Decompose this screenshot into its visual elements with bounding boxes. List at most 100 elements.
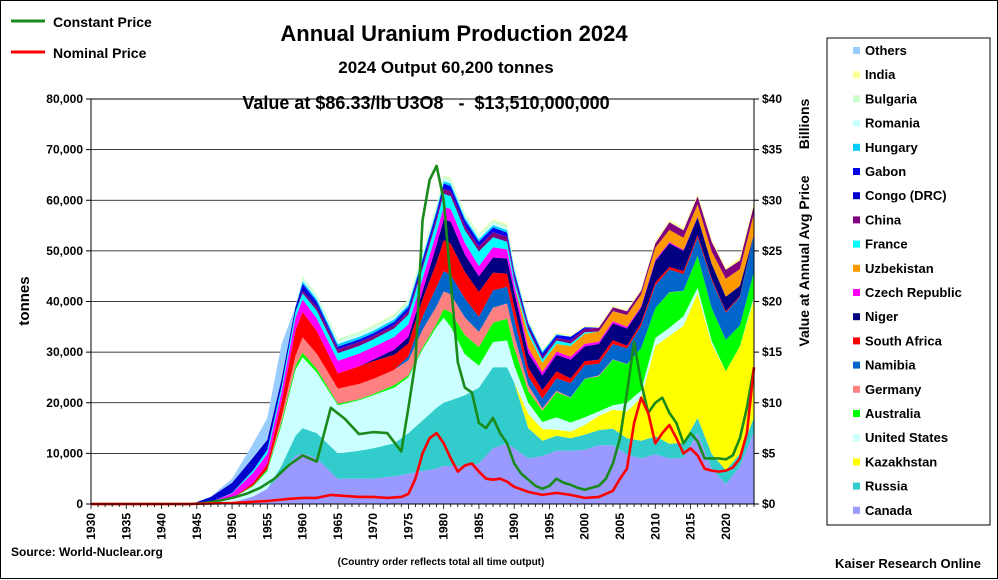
x-tick-label: 1955 (260, 513, 274, 540)
x-tick-label: 1975 (401, 513, 415, 540)
legend-label-india: India (865, 67, 896, 82)
legend-swatch-canada (853, 506, 860, 514)
legend-swatch-china (853, 216, 860, 224)
x-tick-label: 2005 (613, 513, 627, 540)
x-tick-label: 1985 (472, 513, 486, 540)
stacked-areas (196, 175, 755, 505)
area-france (196, 193, 755, 504)
y-tick-label-right: $25 (762, 244, 782, 258)
legend-label-france: France (865, 237, 908, 252)
legend-swatch-uzbekistan (853, 264, 860, 272)
x-tick-label: 1990 (507, 513, 521, 540)
y-tick-label-left: 20,000 (46, 396, 83, 410)
legend-swatch-gabon (853, 168, 860, 175)
legend-label-bulgaria: Bulgaria (865, 91, 918, 106)
x-tick-label: 1995 (542, 513, 556, 540)
x-tick-label: 1960 (296, 513, 310, 540)
legend-swatch-bulgaria (853, 95, 860, 103)
x-tick-label: 1945 (190, 513, 204, 540)
x-tick-label: 1965 (331, 513, 345, 540)
y-tick-label-left: 80,000 (46, 92, 83, 106)
chart-subtitle: 2024 Output 60,200 tonnes (338, 58, 553, 77)
y-tick-label-right: $15 (762, 345, 782, 359)
x-tick-label: 2015 (684, 513, 698, 540)
legend-label-south-africa: South Africa (865, 333, 943, 348)
y-tick-label-right: $35 (762, 143, 782, 157)
legend-label-china: China (865, 212, 902, 227)
legend-label-czech-republic: Czech Republic (865, 285, 962, 300)
legend-swatch-south-africa (853, 337, 860, 345)
x-tick-label: 2020 (719, 513, 733, 540)
y-axis-right-unit: Billions (796, 99, 812, 150)
legend-label-romania: Romania (865, 116, 921, 131)
legend-label-canada: Canada (865, 503, 913, 518)
value-line: Value at $86.33/lb U3O8 - $13,510,000,00… (242, 93, 609, 113)
y-tick-label-left: 30,000 (46, 345, 83, 359)
legend-label-niger: Niger (865, 309, 898, 324)
area-united-states (196, 287, 755, 504)
legend-label-others: Others (865, 43, 907, 58)
legend-label-namibia: Namibia (865, 358, 916, 373)
x-tick-label: 1935 (119, 513, 133, 540)
area-russia (196, 367, 755, 504)
area-australia (196, 255, 755, 504)
legend-swatch-india (853, 71, 860, 79)
legend-swatch-others (853, 47, 860, 54)
chart-title: Annual Uranium Production 2024 (280, 21, 628, 46)
y-tick-label-left: 50,000 (46, 244, 83, 258)
legend-nominal-price-label: Nominal Price (53, 45, 147, 61)
legend-label-germany: Germany (865, 382, 922, 397)
source-note: Source: World-Nuclear.org (11, 545, 163, 559)
legend-swatch-russia (853, 482, 860, 490)
price-lines (91, 164, 756, 506)
y-tick-label-right: $20 (762, 295, 782, 309)
legend-swatch-france (853, 240, 860, 248)
legend-label-hungary: Hungary (865, 140, 919, 155)
legend-swatch-australia (853, 410, 860, 417)
x-tick-label: 1980 (437, 513, 451, 540)
y-axis-left-label: tonnes (16, 276, 33, 325)
legend-swatch-hungary (853, 143, 860, 151)
y-tick-label-right: $30 (762, 193, 782, 207)
x-tick-label: 1940 (155, 513, 169, 540)
x-axis-ticks: 1930 1935 1940 1945 1950 1955 1960 1965 1970 1975… (84, 504, 755, 540)
x-tick-label: 1930 (84, 513, 98, 540)
y-tick-label-left: 10,000 (46, 446, 83, 460)
x-tick-label: 1970 (366, 513, 380, 540)
y-axis-right-label: Value at Annual Avg Price (796, 175, 812, 346)
legend-label-uzbekistan: Uzbekistan (865, 261, 934, 276)
legend-swatch-namibia (853, 361, 860, 369)
legend-swatch-germany (853, 385, 860, 393)
y-axis-left-ticks: 0 10,000 20,000 30,000 40,000 50,000 60,000 70,… (46, 92, 91, 511)
x-tick-label: 1950 (225, 513, 239, 540)
legend-label-kazakhstan: Kazakhstan (865, 454, 937, 469)
y-tick-label-right: $40 (762, 92, 782, 106)
x-tick-label: 2000 (578, 513, 592, 540)
y-tick-label-left: 40,000 (46, 295, 83, 309)
country-legend: Others India Bulgaria Romania Hungary Gabon Co… (853, 43, 962, 518)
legend-swatch-niger (853, 313, 860, 321)
area-czech-republic (196, 206, 755, 505)
legend-swatch-united-states (853, 434, 860, 442)
y-tick-label-right: $10 (762, 396, 782, 410)
legend-swatch-romania (853, 119, 860, 127)
credit-note: Kaiser Research Online (835, 556, 981, 571)
legend-label-gabon: Gabon (865, 164, 906, 179)
y-tick-label-right: $0 (762, 497, 776, 511)
legend-label-congo-drc: Congo (DRC) (865, 188, 947, 203)
nominal-price-line (91, 367, 756, 506)
legend-constant-price-label: Constant Price (53, 14, 152, 30)
footnote: (Country order reflects total all time o… (338, 557, 545, 568)
legend-box (826, 37, 991, 526)
y-tick-label-right: $5 (762, 446, 776, 460)
legend-label-united-states: United States (865, 430, 948, 445)
legend-swatch-kazakhstan (853, 458, 860, 466)
legend-label-russia: Russia (865, 479, 908, 494)
y-tick-label-left: 70,000 (46, 143, 83, 157)
y-tick-label-left: 60,000 (46, 193, 83, 207)
legend-swatch-congo-drc (853, 192, 860, 200)
area-south-africa (196, 234, 755, 504)
constant-price-line (91, 164, 756, 506)
y-tick-label-left: 0 (76, 497, 83, 511)
